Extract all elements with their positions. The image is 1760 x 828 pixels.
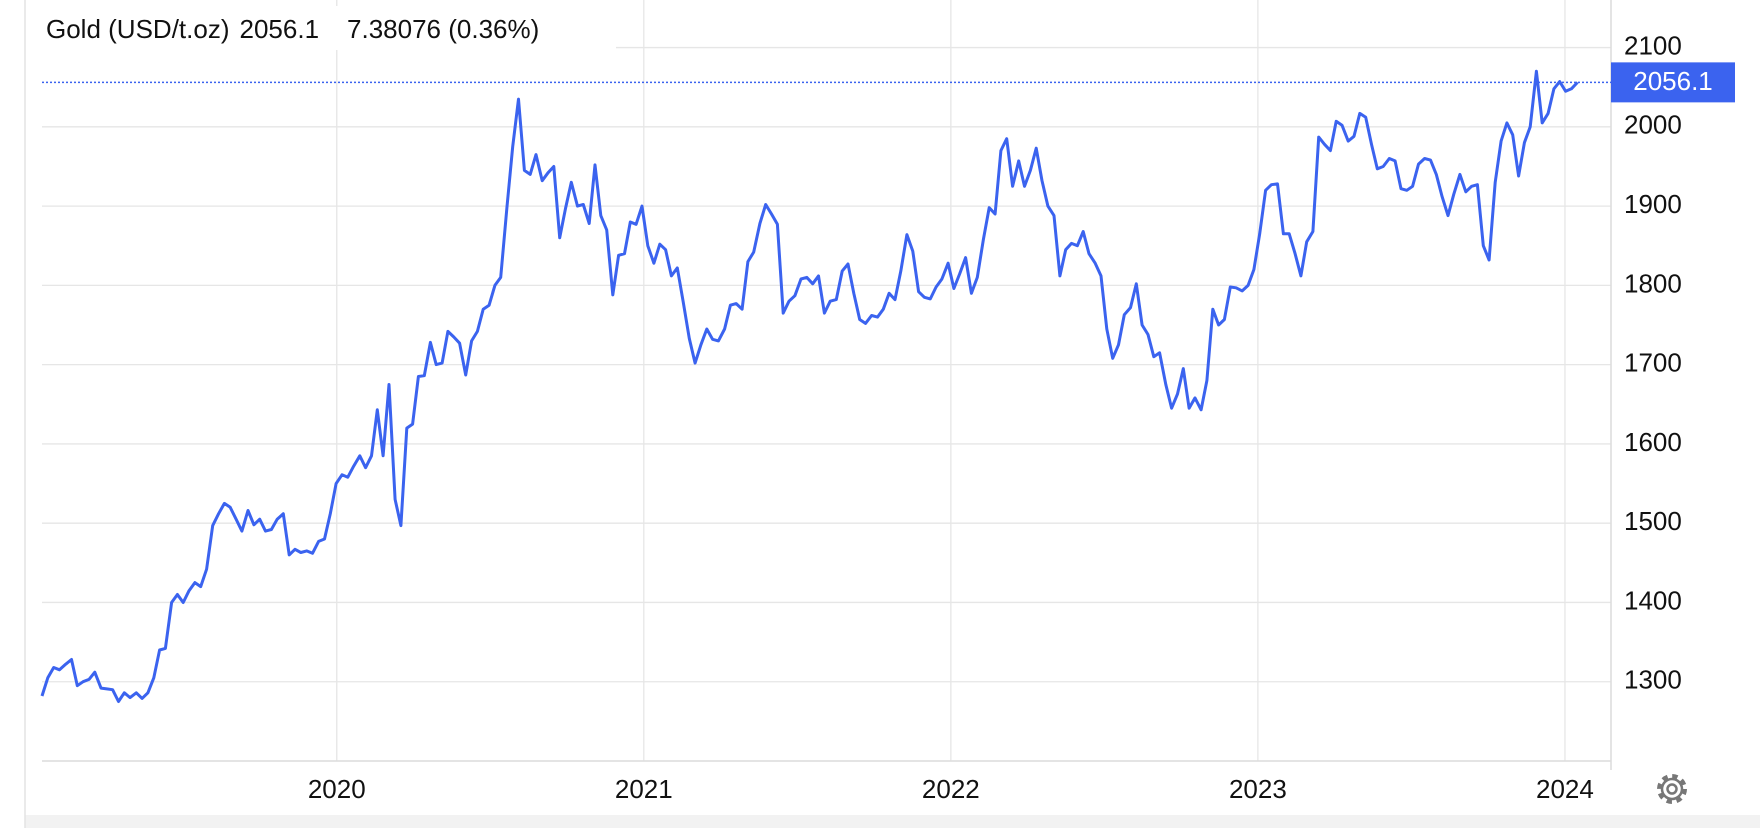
x-tick-label: 2020	[308, 774, 366, 804]
settings-button[interactable]	[1657, 774, 1687, 804]
x-tick-label: 2021	[615, 774, 673, 804]
y-tick-label: 2100	[1624, 30, 1682, 60]
last-value-tag-label: 2056.1	[1633, 66, 1713, 96]
y-tick-label: 2000	[1624, 110, 1682, 140]
x-tick-label: 2022	[922, 774, 980, 804]
grid: 1300 1400 1500 1600 1700 1800 1900 2000 2100 2020…	[42, 0, 1682, 804]
y-tick-label: 1500	[1624, 506, 1682, 536]
change: 7.38076 (0.36%)	[347, 14, 539, 44]
chart-title: Gold (USD/t.oz)	[46, 14, 230, 44]
y-tick-label: 1700	[1624, 348, 1682, 378]
y-tick-label: 1800	[1624, 268, 1682, 298]
footer-strip	[25, 815, 1760, 828]
last-value: 2056.1	[240, 14, 320, 44]
last-value-tag	[1611, 62, 1735, 103]
gear-hub	[1666, 783, 1678, 795]
y-tick-label: 1600	[1624, 427, 1682, 457]
plot: 2056.1	[40, 62, 1735, 703]
y-tick-label: 1400	[1624, 585, 1682, 615]
x-tick-label: 2023	[1229, 774, 1287, 804]
price-line	[40, 69, 1579, 703]
gear-teeth	[1657, 774, 1687, 804]
gear-ring	[1660, 777, 1684, 801]
header-background	[36, 6, 616, 50]
y-tick-label: 1300	[1624, 665, 1682, 695]
y-tick-label: 1900	[1624, 189, 1682, 219]
x-tick-label: 2024	[1536, 774, 1594, 804]
